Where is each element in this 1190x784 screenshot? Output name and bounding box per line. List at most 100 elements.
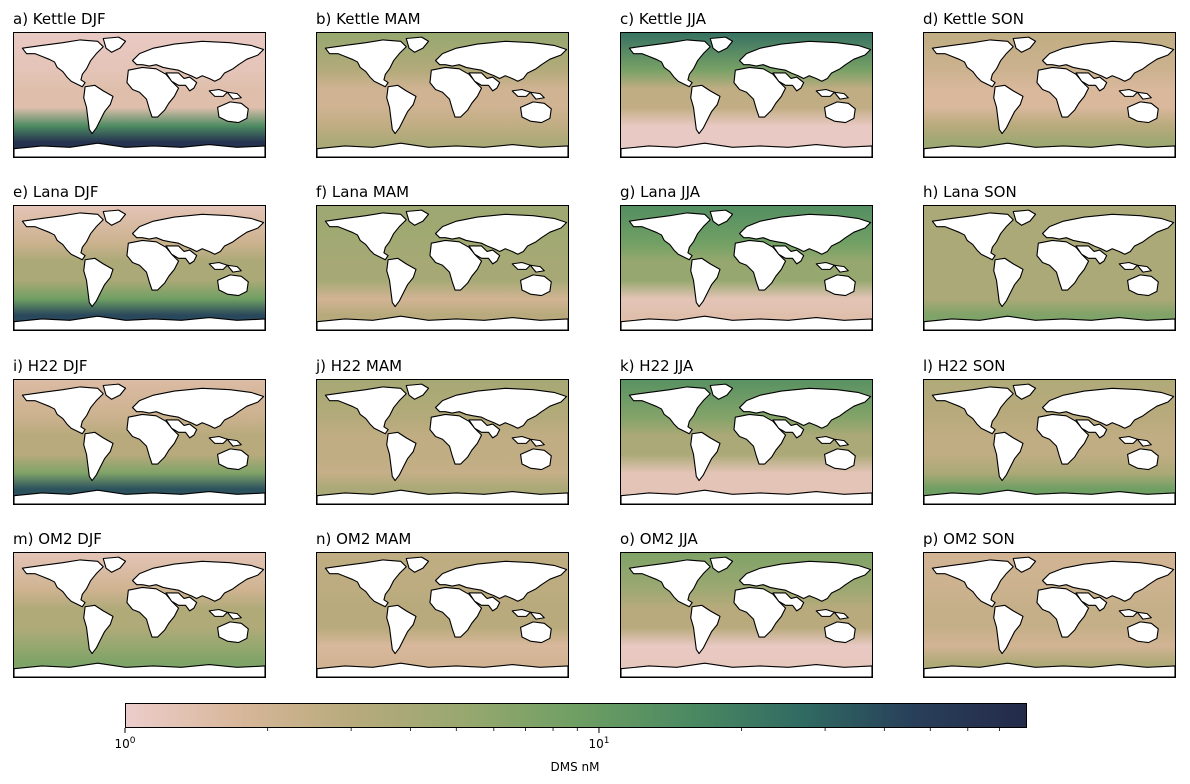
landmass: [317, 315, 568, 330]
landmass: [14, 315, 265, 330]
landmass: [529, 438, 545, 447]
landmass: [1036, 413, 1090, 465]
landmass: [468, 419, 501, 439]
landmass: [931, 559, 1014, 608]
map-panel: [316, 205, 569, 331]
landmass: [1075, 592, 1108, 612]
landmass: [131, 387, 265, 429]
landmass: [815, 608, 835, 617]
landmass: [1036, 239, 1090, 291]
panel-title: d) Kettle SON: [923, 10, 1024, 28]
tick-base: 10: [588, 737, 604, 751]
landmass: [208, 608, 228, 617]
landmass: [520, 448, 552, 471]
map-panel: [923, 552, 1176, 678]
landmass: [1041, 387, 1175, 429]
landmass: [772, 592, 805, 612]
landmass: [621, 489, 872, 504]
map-svg: [14, 380, 265, 504]
landmass: [468, 72, 501, 92]
tick-base: 10: [114, 737, 130, 751]
landmass: [21, 212, 104, 261]
landmass: [931, 212, 1014, 261]
landmass: [924, 315, 1175, 330]
landmass: [434, 213, 568, 255]
landmass: [1036, 586, 1090, 638]
landmass: [429, 66, 483, 118]
landmass: [165, 592, 198, 612]
landmass: [1118, 435, 1138, 444]
panel-title: e) Lana DJF: [13, 183, 99, 201]
landmass: [511, 608, 531, 617]
landmass: [21, 386, 104, 435]
map-svg: [14, 33, 265, 157]
landmass: [165, 419, 198, 439]
landmass: [217, 101, 249, 124]
panel-title: i) H22 DJF: [13, 357, 88, 375]
landmass: [709, 556, 734, 573]
map-svg: [317, 33, 568, 157]
landmass: [815, 261, 835, 270]
landmass: [386, 257, 417, 308]
landmass: [317, 142, 568, 157]
panel-title: b) Kettle MAM: [316, 10, 421, 28]
landmass: [824, 274, 856, 297]
landmass: [324, 559, 407, 608]
landmass: [429, 413, 483, 465]
landmass: [429, 586, 483, 638]
landmass: [208, 435, 228, 444]
landmass: [824, 101, 856, 124]
landmass: [529, 91, 545, 100]
landmass: [1118, 88, 1138, 97]
colorbar-label: DMS nM: [550, 760, 600, 774]
landmass: [931, 386, 1014, 435]
landmass: [1012, 383, 1037, 400]
landmass: [709, 383, 734, 400]
panel-title: o) OM2 JJA: [620, 530, 698, 548]
landmass: [690, 84, 721, 135]
panel-title: c) Kettle JJA: [620, 10, 706, 28]
landmass: [226, 438, 242, 447]
landmass: [429, 239, 483, 291]
landmass: [1136, 91, 1152, 100]
landmass: [824, 621, 856, 644]
landmass: [1012, 36, 1037, 53]
landmass: [738, 213, 872, 255]
landmass: [131, 40, 265, 82]
landmass: [628, 212, 711, 261]
map-svg: [924, 553, 1175, 677]
panel-title: a) Kettle DJF: [13, 10, 106, 28]
landmass: [226, 264, 242, 273]
tick-exponent: 0: [129, 736, 136, 746]
landmass: [738, 560, 872, 602]
landmass: [131, 213, 265, 255]
landmass: [1118, 608, 1138, 617]
landmass: [126, 239, 180, 291]
landmass: [709, 36, 734, 53]
map-svg: [621, 206, 872, 330]
map-panel: [923, 205, 1176, 331]
colorbar-tick-label: 100: [114, 736, 135, 751]
map-panel: [13, 205, 266, 331]
landmass: [405, 383, 430, 400]
landmass: [102, 383, 127, 400]
landmass: [317, 662, 568, 677]
landmass: [217, 274, 249, 297]
landmass: [83, 604, 114, 655]
landmass: [324, 386, 407, 435]
map-panel: [620, 552, 873, 678]
map-svg: [14, 553, 265, 677]
landmass: [738, 387, 872, 429]
landmass: [924, 142, 1175, 157]
panel-title: f) Lana MAM: [316, 183, 410, 201]
landmass: [815, 435, 835, 444]
landmass: [1127, 448, 1159, 471]
landmass: [83, 257, 114, 308]
landmass: [815, 88, 835, 97]
landmass: [317, 489, 568, 504]
landmass: [21, 39, 104, 88]
map-svg: [924, 33, 1175, 157]
colorbar: [125, 703, 1027, 728]
landmass: [21, 559, 104, 608]
landmass: [1041, 40, 1175, 82]
